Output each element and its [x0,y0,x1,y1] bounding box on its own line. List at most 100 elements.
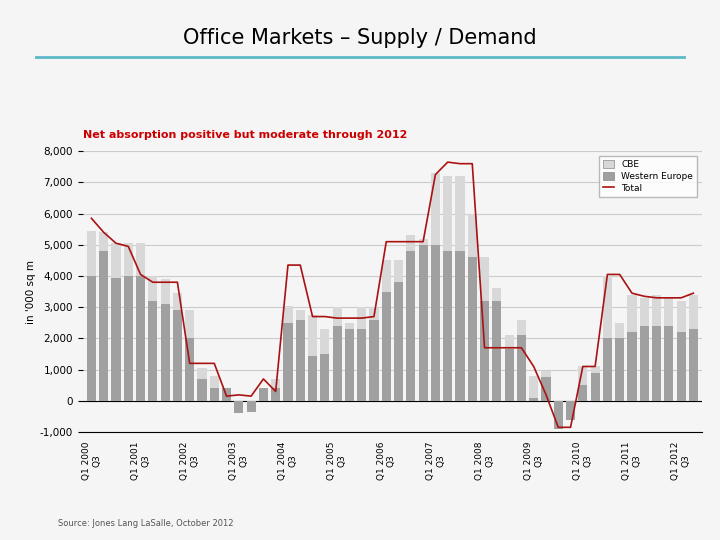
Total [259,376,268,382]
Bar [505,349,514,401]
Bar [505,335,514,349]
Bar [333,307,342,326]
Bar [677,332,685,401]
Total [480,345,489,351]
Bar [369,320,379,401]
Bar [418,245,428,401]
Total [444,159,452,165]
Bar [455,251,464,401]
Bar [124,243,133,276]
Bar [161,304,170,401]
Bar [541,371,551,377]
Bar [468,257,477,401]
Total [235,392,243,398]
Bar [443,176,452,251]
Total [566,424,575,430]
Total [345,315,354,321]
Total [247,393,256,400]
Bar [382,292,391,401]
Bar [246,401,256,411]
Bar [197,368,207,379]
Total [320,313,329,320]
Bar [443,251,452,401]
Bar [258,388,268,401]
Bar [590,373,600,401]
Total [652,295,661,301]
Bar [615,339,624,401]
Bar [148,301,158,401]
Bar [468,214,477,257]
Bar [665,326,673,401]
Bar [517,335,526,401]
Bar [639,298,649,326]
Bar [99,232,108,251]
Total [492,345,501,351]
Total [419,239,428,245]
Bar [185,310,194,339]
Bar [382,260,391,292]
Bar [222,388,231,401]
Bar [480,257,489,301]
Total [87,215,96,221]
Total [210,360,219,367]
Bar [345,329,354,401]
Bar [320,354,330,401]
Total [505,345,513,351]
Total [333,315,341,321]
Bar [284,323,292,401]
Bar [271,388,280,401]
Bar [480,301,489,401]
Bar [210,376,219,388]
Bar [689,329,698,401]
Bar [136,276,145,401]
Total [603,271,612,278]
Bar [639,326,649,401]
Bar [333,326,342,401]
Total [369,313,378,320]
Bar [124,276,133,401]
Total [382,239,390,245]
Bar [455,176,464,251]
Bar [148,276,158,301]
Total [689,290,698,296]
Line: Total: Total [91,162,693,427]
Bar [394,260,403,282]
Total [591,363,600,370]
Bar [112,278,120,401]
Total [284,262,292,268]
Bar [173,310,182,401]
Total [541,392,550,398]
Bar [185,339,194,401]
Bar [529,397,539,401]
Bar [357,329,366,401]
Total [468,160,477,167]
Bar [517,320,526,335]
Bar [87,231,96,276]
Bar [627,295,636,332]
Total [407,239,415,245]
Total [148,279,157,286]
Bar [627,332,636,401]
Bar [652,326,661,401]
Bar [554,401,563,429]
Total [136,271,145,278]
Bar [603,276,612,339]
Text: Net absorption positive but moderate through 2012: Net absorption positive but moderate thr… [83,130,408,140]
Bar [541,377,551,401]
Bar [296,320,305,401]
Bar [320,329,330,354]
Bar [566,401,575,420]
Total [395,239,403,245]
Total [677,295,685,301]
Bar [492,288,501,301]
Bar [529,376,539,397]
Total [628,290,636,296]
Bar [578,367,588,385]
Bar [197,379,207,401]
Bar [603,339,612,401]
Bar [615,323,624,339]
Bar [308,315,317,355]
Bar [284,306,292,323]
Bar [590,367,600,373]
Text: Office Markets – Supply / Demand: Office Markets – Supply / Demand [183,28,537,48]
